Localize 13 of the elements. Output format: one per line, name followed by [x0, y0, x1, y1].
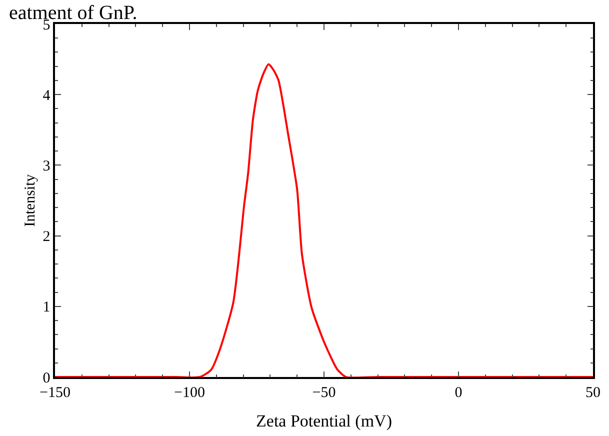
- x-tick-label: 0: [454, 384, 462, 401]
- y-tick-label: 2: [42, 229, 50, 246]
- y-axis-title: Intensity: [22, 174, 38, 227]
- x-axis-title: Zeta Potential (mV): [256, 412, 392, 431]
- x-tick-label: 50: [586, 384, 600, 401]
- y-tick-label: 1: [42, 300, 50, 316]
- x-tick-label: −150: [40, 384, 70, 401]
- y-tick-label: 4: [42, 88, 51, 104]
- x-tick-label: −50: [312, 384, 336, 401]
- x-tick-label: −100: [174, 384, 205, 401]
- y-tick-label: 3: [42, 158, 50, 174]
- line-series: [55, 63, 593, 377]
- y-tick-label: 0: [42, 370, 50, 386]
